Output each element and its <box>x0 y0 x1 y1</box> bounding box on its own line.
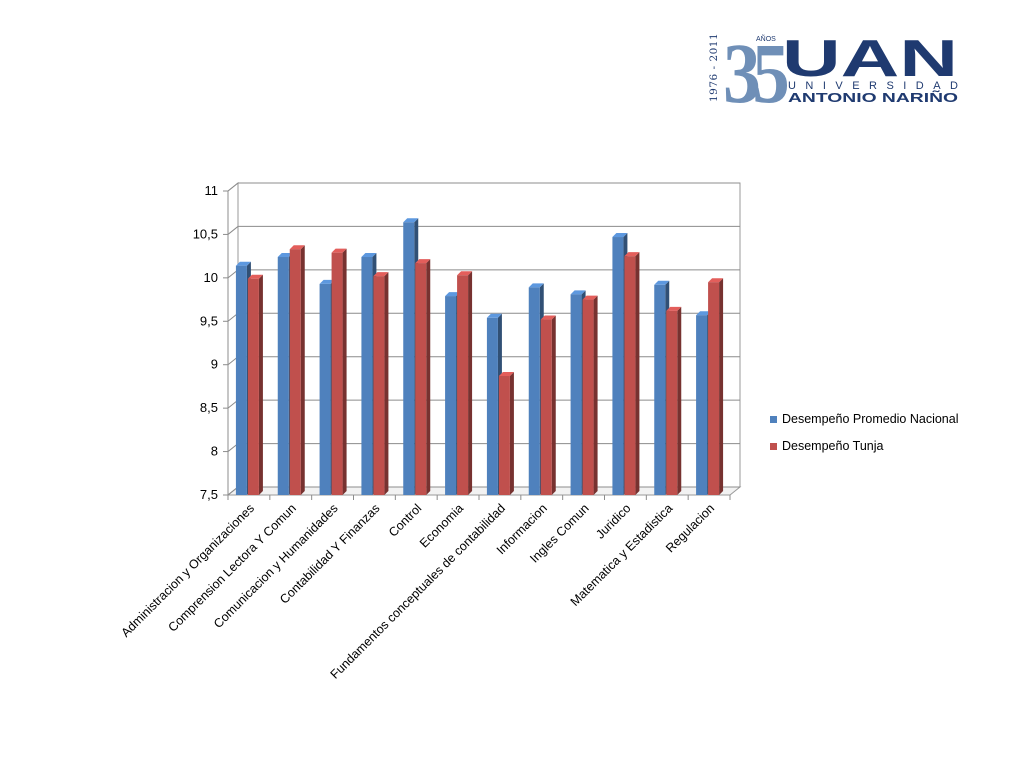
bar-top <box>708 278 724 283</box>
bar-top <box>624 252 640 257</box>
bar-front <box>247 278 259 495</box>
chart-legend: Desempeño Promedio Nacional Desempeño Tun… <box>770 412 958 453</box>
bar-front <box>582 299 594 495</box>
bar-front <box>403 222 415 496</box>
bar-top <box>486 313 502 318</box>
bar-front <box>696 315 708 495</box>
bar-top <box>654 280 670 285</box>
bar-tunja <box>540 315 556 495</box>
bar-front <box>331 252 343 495</box>
bar-front <box>415 263 427 495</box>
bar-side <box>342 248 347 495</box>
bar-top <box>373 272 389 277</box>
bar-side <box>551 315 556 495</box>
bar-top <box>528 283 544 288</box>
bar-tunja <box>498 372 514 495</box>
bar-front <box>624 256 636 495</box>
bar-front <box>457 275 469 495</box>
bar-side <box>300 245 305 495</box>
bar-tunja <box>624 252 640 495</box>
bar-side <box>677 306 682 495</box>
bar-top <box>612 233 628 238</box>
y-tick-label: 11 <box>205 183 219 198</box>
bar-side <box>384 272 389 495</box>
bar-tunja <box>373 272 389 495</box>
x-category-label: Control <box>386 501 424 539</box>
y-tick-label: 10 <box>204 270 218 285</box>
bar-top <box>277 253 293 258</box>
legend-label: Desempeño Tunja <box>782 439 884 453</box>
y-axis-ticks: 7,5 8 8,5 9 9,5 10 10,5 11 <box>193 183 229 502</box>
y-tick-label: 7,5 <box>200 487 218 502</box>
bar-tunja <box>247 274 263 495</box>
bar-front <box>486 317 498 495</box>
bar-top <box>498 372 514 377</box>
bar-tunja <box>457 271 473 495</box>
bar-front <box>666 310 678 495</box>
bar-top <box>235 261 251 266</box>
bar-tunja <box>331 248 347 495</box>
y-tick-label: 9 <box>211 357 218 372</box>
bar-top <box>445 292 461 297</box>
chart-bars <box>235 218 724 496</box>
bar-top <box>247 274 263 279</box>
bar-top <box>570 290 586 295</box>
bar-top <box>666 306 682 311</box>
logo-brand: UAN <box>782 30 958 88</box>
bar-top <box>540 315 556 320</box>
legend-swatch <box>770 416 777 423</box>
bar-front <box>708 282 720 495</box>
bar-front <box>235 265 247 495</box>
x-category-label: Juridico <box>593 501 633 541</box>
bar-front <box>289 249 301 495</box>
bar-front <box>445 296 457 495</box>
bar-tunja <box>582 295 598 495</box>
bar-front <box>319 283 331 495</box>
bar-side <box>719 278 724 495</box>
legend-swatch <box>770 443 777 450</box>
bar-front <box>570 294 582 495</box>
bar-tunja <box>289 245 305 495</box>
legend-label: Desempeño Promedio Nacional <box>782 412 958 426</box>
y-tick-label: 8,5 <box>200 400 218 415</box>
bar-top <box>319 279 335 284</box>
y-tick-label: 8 <box>211 444 218 459</box>
bar-top <box>457 271 473 276</box>
bar-top <box>696 311 712 316</box>
x-axis-labels: Administracion y OrganizacionesComprensi… <box>118 495 731 682</box>
bar-front <box>612 237 624 495</box>
gridline <box>227 182 740 192</box>
bar-side <box>426 259 431 495</box>
bar-front <box>277 257 289 495</box>
bar-top <box>289 245 305 250</box>
university-logo: 1976 - 2011 35 AÑOS UAN UNIVERSIDAD ANTO… <box>708 30 958 106</box>
logo-years: 1976 - 2011 <box>708 33 720 102</box>
bar-front <box>373 276 385 495</box>
bar-top <box>361 253 377 258</box>
logo-anos: AÑOS <box>756 34 776 43</box>
y-tick-label: 10,5 <box>193 226 218 241</box>
bar-top <box>403 218 419 223</box>
bar-top <box>582 295 598 300</box>
bar-front <box>654 284 666 495</box>
bar-side <box>468 271 473 495</box>
bar-tunja <box>708 278 724 495</box>
bar-tunja <box>666 306 682 495</box>
y-tick-label: 9,5 <box>200 313 218 328</box>
bar-front <box>498 376 510 495</box>
bar-side <box>258 274 263 495</box>
bar-front <box>540 319 552 495</box>
gridline <box>227 225 740 235</box>
logo-antonio-narino: ANTONIO NARIÑO <box>788 90 958 105</box>
bar-side <box>635 252 640 495</box>
bar-side <box>509 372 514 495</box>
bar-top <box>415 259 431 264</box>
bar-tunja <box>415 259 431 495</box>
bar-front <box>361 257 373 495</box>
bar-front <box>528 287 540 495</box>
bar-top <box>331 248 347 253</box>
bar-side <box>593 295 598 495</box>
